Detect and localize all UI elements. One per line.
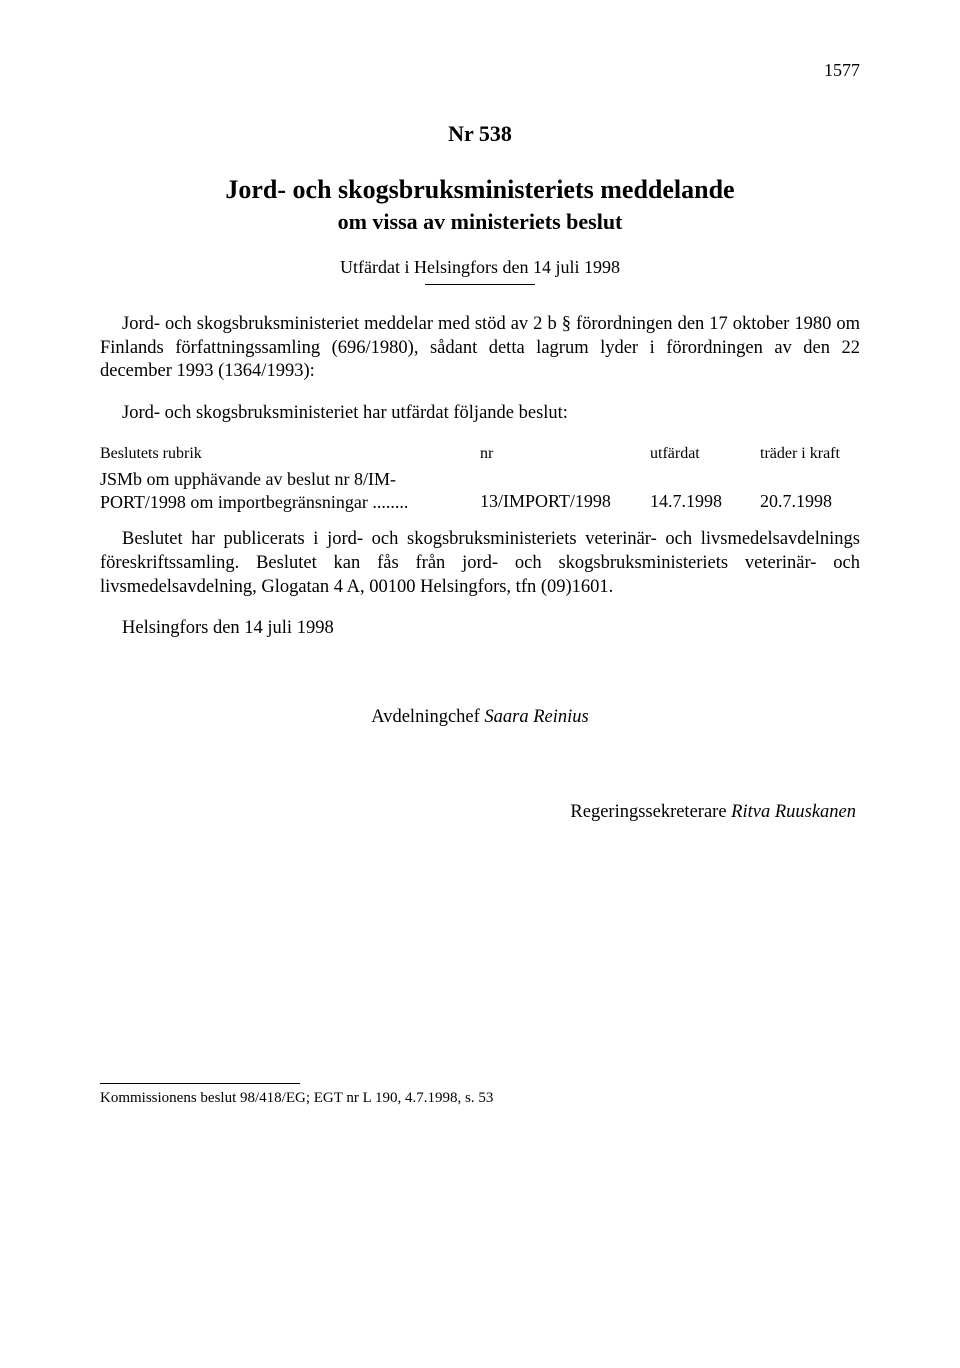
cell-utfardat: 14.7.1998 [650,468,760,514]
signature-2-role: Regeringssekreterare [570,802,731,822]
beslut-table: Beslutets rubrik nr utfärdat träder i kr… [100,444,860,515]
issued-line: Utfärdat i Helsingfors den 14 juli 1998 [100,257,860,278]
signature-1-role: Avdelningchef [371,707,484,727]
body-paragraph: Beslutet har publicerats i jord- och sko… [100,528,860,599]
signature-1-name: Saara Reinius [484,707,588,727]
document-number: Nr 538 [100,121,860,147]
heading: Jord- och skogsbruksministeriets meddela… [100,175,860,205]
closing-line: Helsingfors den 14 juli 1998 [100,617,860,641]
preamble: Jord- och skogsbruksministeriet meddelar… [100,313,860,384]
col-header-utfardat: utfärdat [650,444,760,464]
cell-nr: 13/IMPORT/1998 [480,468,650,514]
footnote-text: Kommissionens beslut 98/418/EG; EGT nr L… [100,1090,860,1107]
intro-line: Jord- och skogsbruksministeriet har utfä… [100,402,860,426]
signature-2-name: Ritva Ruuskanen [731,802,856,822]
table-header-row: Beslutets rubrik nr utfärdat träder i kr… [100,444,860,464]
page-number: 1577 [100,60,860,81]
cell-rubrik: JSMb om upphävande av beslut nr 8/IM- PO… [100,468,480,514]
footnote-block: Kommissionens beslut 98/418/EG; EGT nr L… [100,1083,860,1107]
signature-1: Avdelningchef Saara Reinius [100,707,860,728]
table-row: JSMb om upphävande av beslut nr 8/IM- PO… [100,468,860,514]
col-header-trader: träder i kraft [760,444,860,464]
footnote-rule [100,1083,300,1084]
cell-rubrik-line1: JSMb om upphävande av beslut nr 8/IM- [100,468,480,491]
cell-trader: 20.7.1998 [760,468,860,514]
signature-2: Regeringssekreterare Ritva Ruuskanen [100,802,860,823]
divider [425,284,535,285]
subheading: om vissa av ministeriets beslut [100,209,860,235]
cell-rubrik-line2: PORT/1998 om importbegränsningar .......… [100,491,480,514]
col-header-rubrik: Beslutets rubrik [100,444,480,464]
col-header-nr: nr [480,444,650,464]
